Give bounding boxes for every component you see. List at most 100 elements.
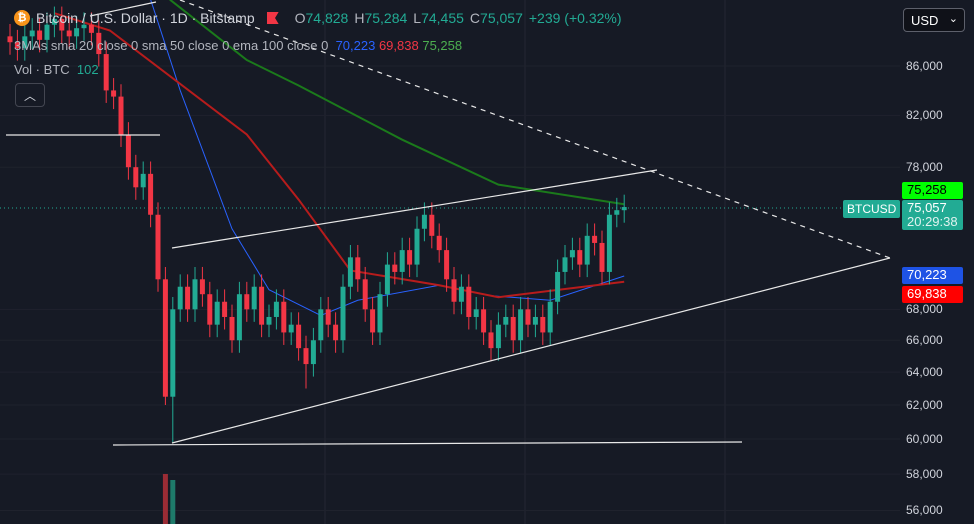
candle-body [325, 309, 331, 325]
candle-body [488, 332, 494, 349]
candle-body [273, 301, 279, 317]
ma-line-ema100 [169, 0, 625, 206]
candle-body [288, 324, 294, 333]
candle-body [362, 279, 368, 310]
candle-body [333, 324, 339, 341]
candle-body [88, 24, 94, 33]
candle-body [355, 257, 361, 280]
candle-body [140, 173, 146, 188]
high-value: 75,284 [364, 10, 408, 26]
price-axis-label: 82,000 [906, 108, 943, 123]
sma50-price-tag: 69,838 [902, 286, 963, 303]
ma-legend[interactable]: 3MAs sma 20 close 0 sma 50 close 0 ema 1… [14, 38, 462, 53]
candle-body [451, 279, 457, 302]
candle-body [347, 257, 353, 287]
candle-body [569, 250, 575, 258]
candle-body [540, 316, 546, 333]
symbol-price-tag: BTCUSD [843, 200, 901, 218]
sma50-value: 69,838 [378, 38, 419, 53]
candle-body [96, 32, 102, 55]
volume-legend[interactable]: Vol · BTC 102 [14, 62, 99, 77]
close-label: C [469, 10, 481, 26]
candle-body [14, 42, 20, 49]
candle-body [37, 30, 43, 40]
low-value: 74,455 [421, 10, 464, 26]
price-axis-label: 68,000 [906, 302, 943, 317]
candle-body [384, 264, 390, 295]
candle-body [118, 96, 124, 135]
candle-body [199, 279, 205, 295]
candle-body [296, 324, 302, 349]
volume-bars [162, 474, 176, 524]
ema100-price-tag: 75,258 [902, 182, 963, 199]
candle-body [251, 286, 257, 310]
bar-countdown: 20:29:38 [907, 214, 958, 229]
candle-body [236, 294, 242, 341]
flag-icon[interactable] [266, 12, 279, 24]
candle-body [444, 250, 450, 280]
currency-select[interactable]: USD ⌄ [903, 8, 965, 32]
candle-body [74, 28, 80, 37]
candle-body [562, 257, 568, 272]
candle-body [555, 271, 561, 302]
candle-body [606, 214, 612, 272]
candle-body [399, 250, 405, 272]
candle-body [185, 286, 191, 310]
symbol-title[interactable]: Bitcoin / U.S. Dollar · 1D · Bitstamp [36, 10, 255, 26]
candle-body [29, 30, 35, 37]
candle-body [421, 214, 427, 229]
top-left-line[interactable] [89, 1, 157, 17]
bitcoin-logo-icon: ₿ [14, 10, 30, 26]
candle-body [155, 214, 161, 280]
collapse-legend-button[interactable]: ︿ [15, 83, 45, 107]
candle-body [192, 279, 198, 310]
candle-body [377, 294, 383, 333]
last-price-tag: 75,057 20:29:38 [902, 200, 963, 230]
candle-body [259, 286, 265, 325]
price-axis-label: 86,000 [906, 59, 943, 74]
candle-body [429, 214, 435, 236]
candle-body [525, 309, 531, 325]
low-label: L [413, 10, 422, 26]
candle-body [81, 24, 87, 29]
high-label: H [354, 10, 365, 26]
ma-line-sma50 [54, 12, 625, 299]
candle-body [133, 167, 139, 188]
price-axis-label: 78,000 [906, 160, 943, 175]
support-horizontal-line[interactable] [112, 441, 743, 446]
candle-body [621, 207, 627, 211]
candle-body [266, 316, 272, 325]
volume-bar [162, 474, 168, 524]
price-axis-label: 60,000 [906, 432, 943, 446]
grid [324, 0, 726, 524]
candle-body [148, 173, 154, 215]
candle-body [22, 36, 28, 49]
sma20-price-tag: 70,223 [902, 267, 963, 284]
candle-body [111, 90, 117, 97]
lower-trend-line[interactable] [171, 257, 891, 444]
drawings[interactable] [6, 0, 891, 446]
candle-body [125, 134, 131, 168]
candle-body [310, 340, 316, 365]
candle-body [340, 286, 346, 341]
volume-bar [170, 480, 176, 524]
price-axis-label: 64,000 [906, 365, 943, 380]
candle-body [318, 309, 324, 341]
open-value: 74,828 [305, 10, 349, 26]
price-axis-label: 56,000 [906, 503, 943, 518]
candle-body [547, 301, 553, 333]
candle-body [244, 294, 250, 310]
candle-body [303, 348, 309, 365]
price-axis-label: 62,000 [906, 398, 943, 413]
candle-body [510, 316, 516, 341]
change-value: +239 (+0.32%) [528, 10, 622, 26]
candle-body [281, 301, 287, 333]
horizontal-grid [0, 65, 900, 511]
chevron-up-icon: ︿ [23, 88, 36, 103]
price-axis-label: 66,000 [906, 333, 943, 348]
candle-body [584, 235, 590, 265]
upper-channel-line[interactable] [171, 169, 658, 249]
candle-body [44, 24, 50, 40]
volume-value: 102 [76, 62, 99, 77]
